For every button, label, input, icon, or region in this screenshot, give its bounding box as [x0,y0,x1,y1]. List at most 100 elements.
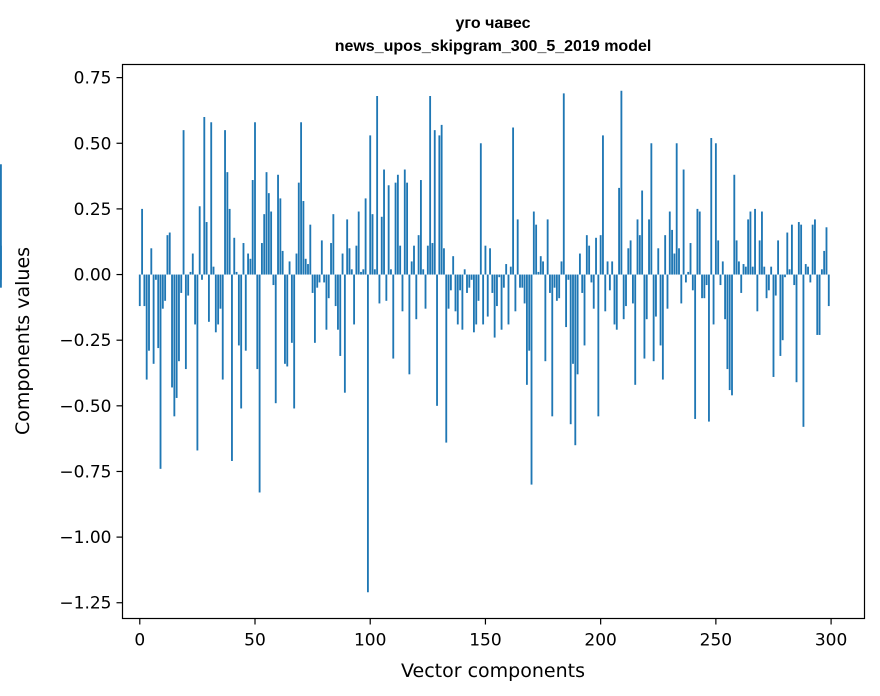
bar-220 [645,274,648,320]
bar-189 [574,274,577,446]
x-tick-label: 50 [244,631,266,651]
bar-60 [277,174,279,275]
bar-270 [761,211,763,275]
x-axis-ticks: 0 50 100 150 200 250 300 [134,618,847,651]
bar-264 [747,219,750,275]
bar-160 [507,274,510,325]
plot-area-frame [121,63,866,620]
bar-173 [537,271,540,275]
bar-149 [482,274,485,325]
x-tick-label: 250 [700,631,732,651]
bar-273 [767,274,770,291]
bar-21 [187,274,190,296]
bar-156 [498,274,501,278]
bar-37 [224,130,226,275]
bar-237 [684,274,687,283]
bar-158 [502,274,505,288]
bar-256 [728,274,731,391]
bar-undefined [0,164,2,275]
bar-172 [535,224,538,275]
y-axis-label: Components values [12,247,34,435]
bar-266 [751,266,754,275]
bar-176 [544,274,547,362]
bar-286 [797,222,800,275]
bar-238 [687,271,690,275]
bar-79 [320,240,323,275]
bar-31 [210,122,213,275]
bar-171 [532,211,535,275]
bar-251 [717,240,720,275]
bar-262 [742,264,745,275]
bar-248 [710,138,713,275]
bar-19 [182,130,185,275]
bar-84 [332,214,335,275]
bar-undefined [0,245,2,275]
bar-188 [572,274,574,364]
bar-77 [316,274,319,288]
bar-65 [288,261,291,275]
bar-229 [666,274,669,309]
bar-68 [295,253,298,275]
bar-177 [546,219,549,275]
bar-224 [655,274,657,317]
bar-140 [461,274,464,330]
bar-20 [184,274,187,370]
bar-53 [260,243,263,275]
bar-78 [318,274,321,283]
bar-276 [774,274,777,296]
bar-272 [765,274,768,299]
bar-66 [290,274,293,343]
bar-295 [818,274,821,335]
bar-59 [274,274,277,404]
bar-181 [555,274,558,301]
x-tick-label: 150 [469,631,501,651]
bar-287 [800,224,803,275]
bar-132 [443,248,445,275]
bar-55 [265,172,268,275]
bar-255 [726,274,729,370]
bar-155 [496,274,498,307]
bar-4 [148,274,150,351]
bar-211 [625,274,627,307]
bar-89 [343,274,346,393]
bar-236 [682,169,685,275]
bar-94 [355,245,358,275]
bar-204 [608,274,611,291]
bar-47 [247,253,250,275]
bar-71 [302,201,305,275]
chart-title-line-1: уго чавес [456,15,531,32]
bar-14 [171,274,173,388]
bar-10 [161,274,164,309]
bar-285 [795,274,798,383]
bar-series [0,90,830,593]
bar-123 [422,269,425,275]
bar-170 [530,274,533,485]
y-tick-label: 0.75 [74,69,112,89]
bar-143 [468,274,471,288]
bar-101 [371,214,374,275]
bar-117 [408,274,411,375]
bar-184 [562,93,565,275]
bar-44 [240,274,243,409]
bar-206 [613,274,616,325]
bar-121 [417,235,420,275]
bar-69 [297,182,300,275]
bar-197 [592,274,595,309]
bar-142 [466,274,468,293]
bar-192 [581,274,584,293]
bar-241 [694,274,697,419]
chart-title-line-2: news_upos_skipgram_300_5_2019 model [335,38,652,55]
bar-263 [744,266,747,275]
bar-150 [484,245,487,275]
bar-161 [509,266,512,275]
x-tick-label: 100 [354,631,386,651]
bar-138 [456,274,459,325]
bar-247 [708,274,710,422]
bar-194 [585,235,588,275]
bar-214 [631,274,634,304]
bar-242 [696,208,699,275]
bar-49 [251,180,254,275]
bar-126 [429,96,432,275]
bar-151 [486,274,489,317]
